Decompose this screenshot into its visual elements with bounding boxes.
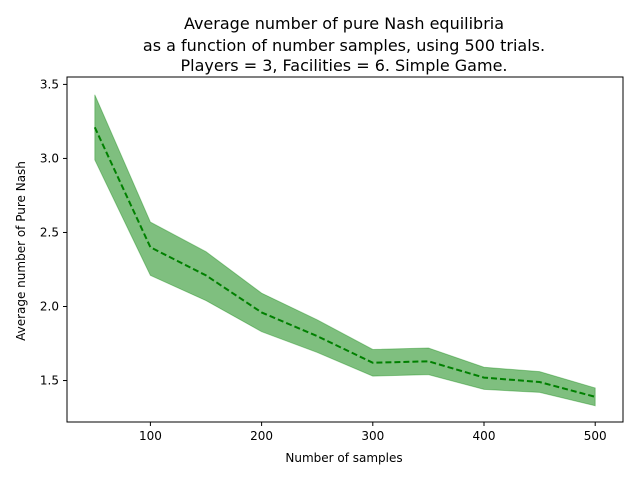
plot-frame (66, 76, 624, 423)
axes: 100 200 300 400 500 1.5 2.0 2.5 3.0 3.5 (40, 76, 624, 443)
series-line-0 (93, 126, 596, 398)
y-tick-label-3: 3.0 (40, 151, 59, 165)
x-tick-label-500: 500 (584, 429, 607, 443)
y-tick-label-2: 2.0 (40, 300, 59, 314)
x-tick-label-300: 300 (361, 429, 384, 443)
confidence-band-0 (94, 94, 596, 407)
y-axis-label: Average number of Pure Nash (14, 161, 28, 341)
x-tick-label-400: 400 (473, 429, 496, 443)
x-tick-label-100: 100 (139, 429, 162, 443)
y-tick-label-1.5: 1.5 (40, 374, 59, 388)
y-tick-label-2.5: 2.5 (40, 225, 59, 239)
chart-title-line-3: Players = 3, Facilities = 6. Simple Game… (181, 56, 508, 75)
plot-area (93, 94, 596, 407)
chart-title: Average number of pure Nash equilibria a… (143, 14, 545, 75)
y-tick-label-3.5: 3.5 (40, 77, 59, 91)
x-tick-label-200: 200 (250, 429, 273, 443)
chart-title-line-2: as a function of number samples, using 5… (143, 36, 545, 55)
x-axis-label: Number of samples (285, 451, 402, 465)
chart-title-line-1: Average number of pure Nash equilibria (184, 14, 504, 33)
